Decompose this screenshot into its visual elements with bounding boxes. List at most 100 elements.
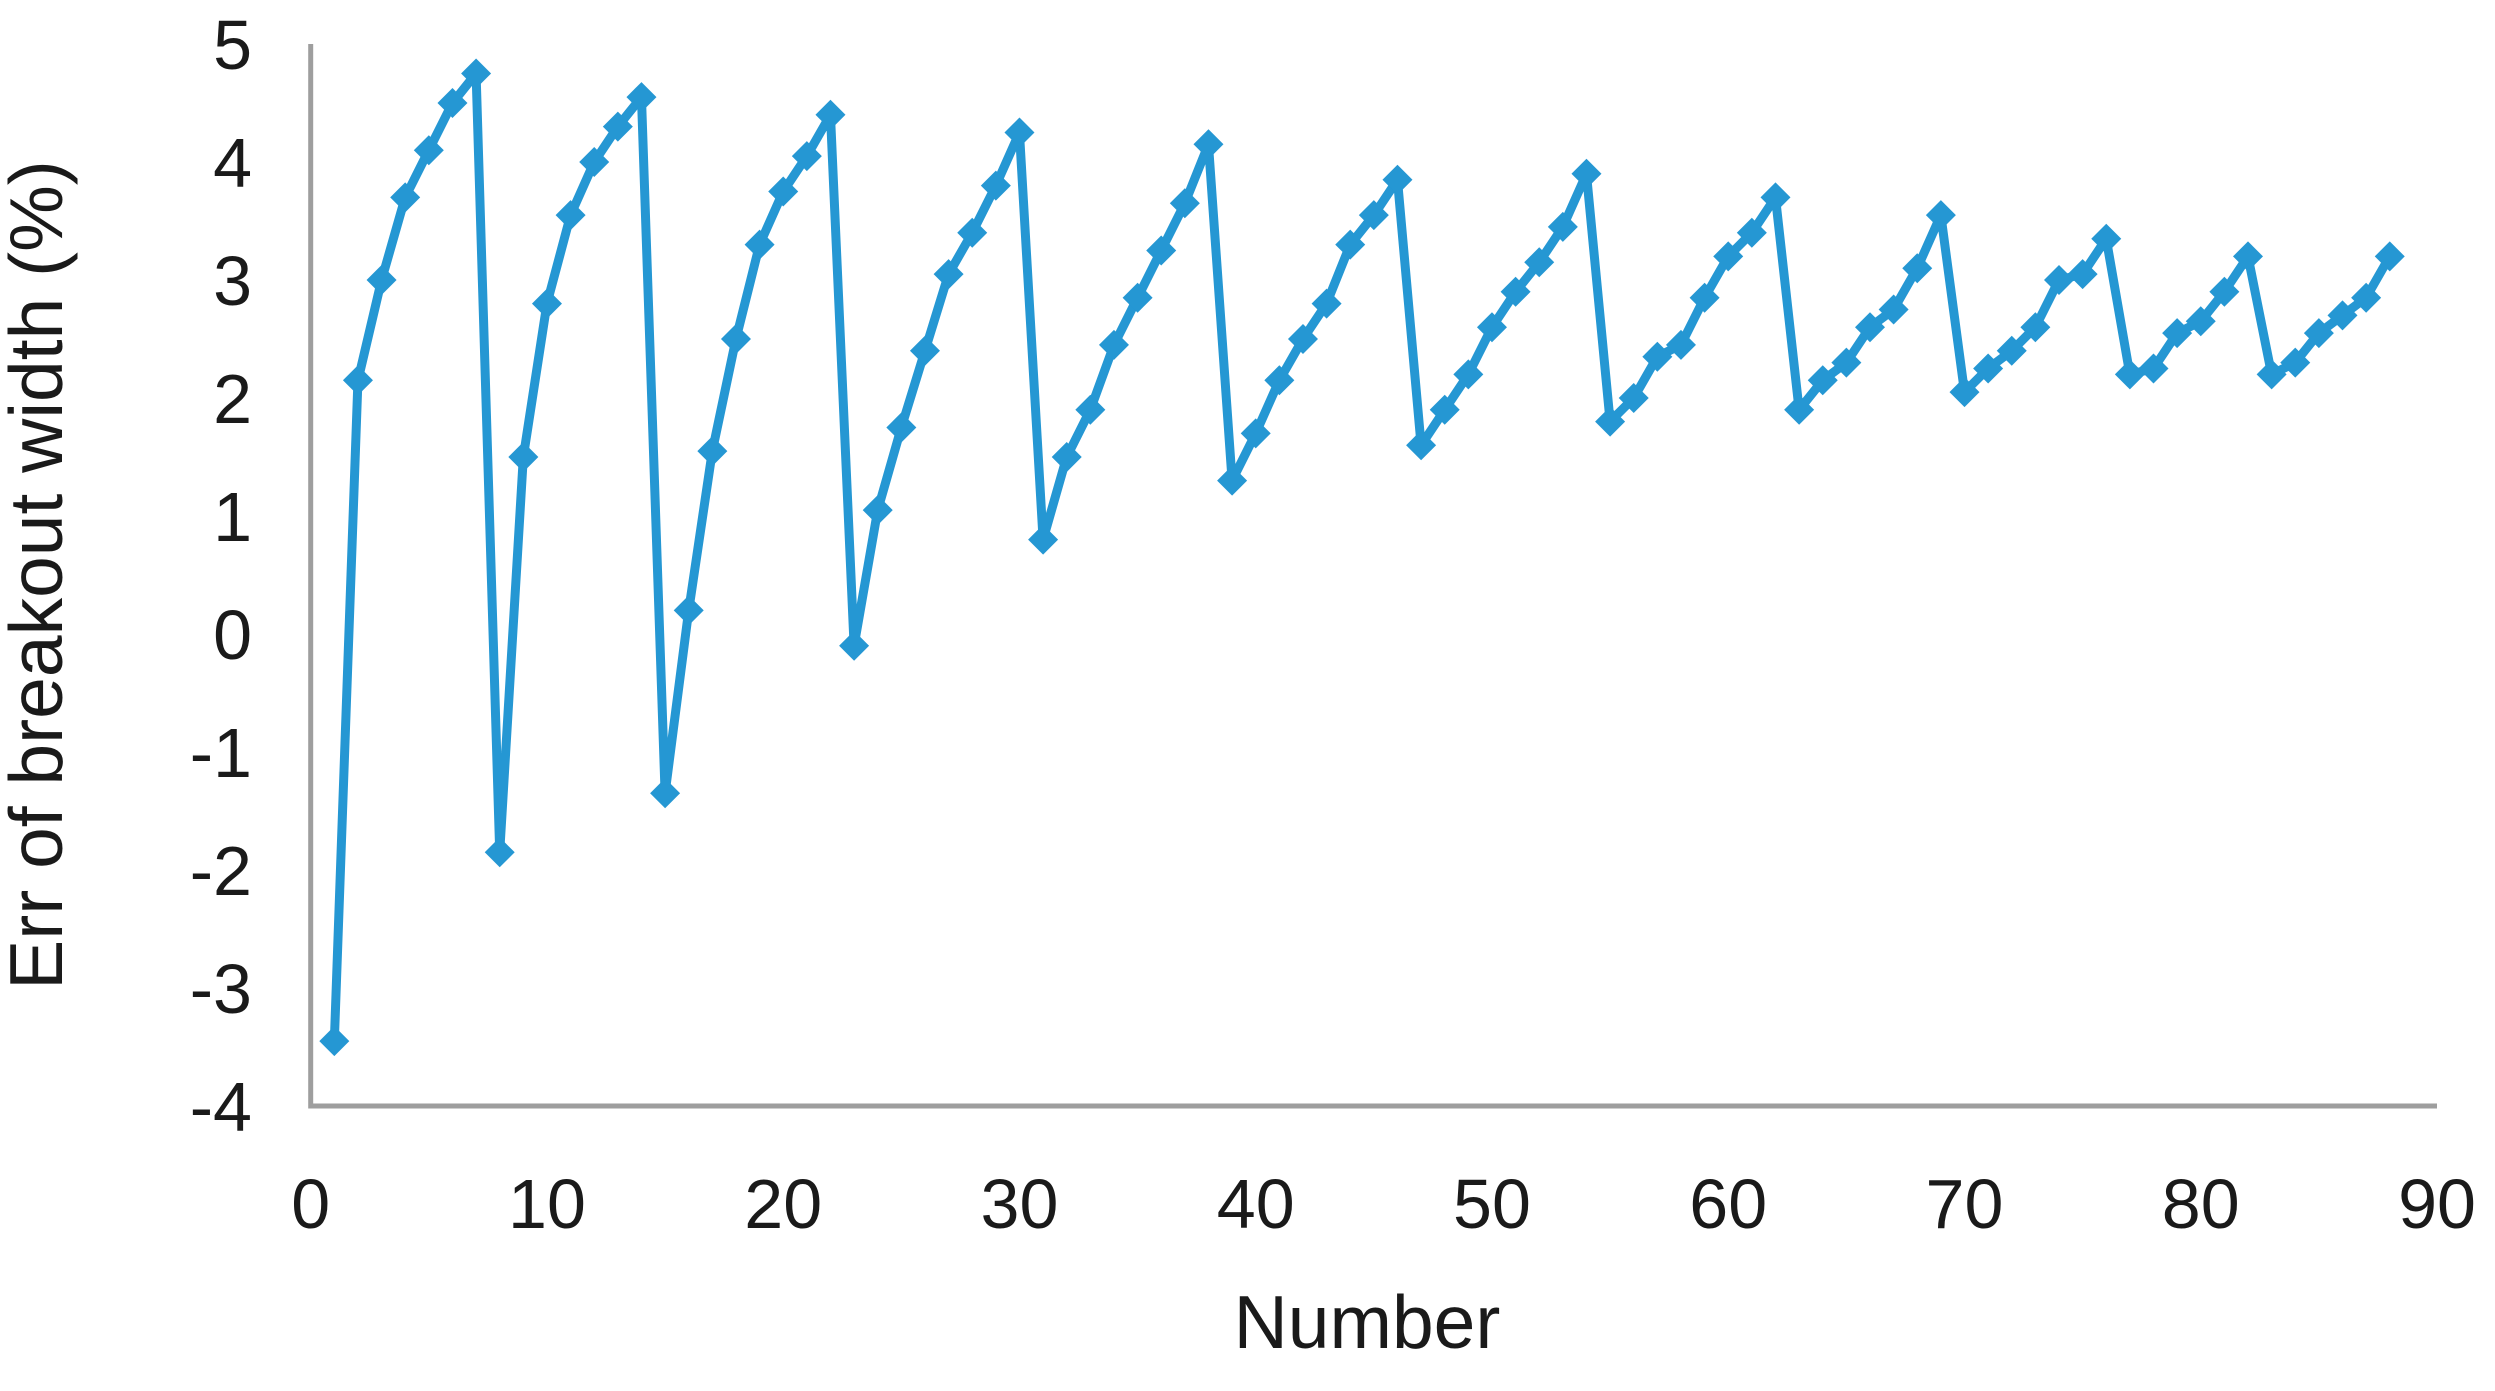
data-point-marker: [1311, 288, 1342, 319]
y-tick-label: -3: [190, 950, 252, 1028]
data-point-marker: [2020, 312, 2051, 343]
data-point-marker: [1878, 294, 1909, 325]
data-point-marker: [1406, 430, 1437, 461]
data-point-marker: [933, 259, 964, 290]
data-point-marker: [1028, 524, 1059, 555]
data-point-marker: [1760, 182, 1791, 213]
data-point-marker: [673, 595, 704, 626]
data-point-marker: [2351, 282, 2382, 313]
data-point-marker: [1996, 335, 2027, 366]
x-tick-label: 90: [2398, 1165, 2476, 1243]
data-point-marker: [1736, 217, 1767, 248]
y-axis-title: Err of breakout width (%): [0, 160, 78, 989]
data-point-marker: [413, 135, 444, 166]
data-point-marker: [791, 141, 822, 172]
series-line: [329, 69, 2395, 1046]
y-tick-label: -1: [190, 714, 252, 792]
data-point-marker: [839, 630, 870, 661]
data-point-marker: [1004, 117, 1035, 148]
data-point-marker: [886, 412, 917, 443]
data-point-marker: [437, 88, 468, 118]
x-tick-label: 40: [1217, 1165, 1295, 1243]
data-point-marker: [1524, 247, 1555, 278]
data-point-marker: [626, 82, 657, 113]
x-tick-label: 10: [508, 1165, 586, 1243]
x-tick-label: 20: [744, 1165, 822, 1243]
data-point-marker: [1665, 329, 1696, 360]
data-point-marker: [2114, 359, 2145, 390]
data-point-marker: [1595, 406, 1626, 437]
data-point-marker: [366, 265, 397, 295]
data-point-marker: [1264, 365, 1295, 396]
x-tick-label: 50: [1453, 1165, 1531, 1243]
data-point-marker: [2091, 223, 2122, 254]
data-point-marker: [1476, 312, 1507, 343]
data-point-marker: [2303, 318, 2334, 349]
y-tick-label: -4: [190, 1068, 252, 1146]
data-point-marker: [1831, 347, 1862, 378]
data-point-marker: [862, 495, 893, 526]
data-point-marker: [909, 335, 940, 366]
data-point-marker: [1453, 359, 1484, 390]
data-point-marker: [2138, 353, 2169, 384]
data-point-marker: [1075, 394, 1106, 425]
data-point-marker: [1382, 164, 1413, 195]
data-point-marker: [2232, 241, 2263, 272]
data-point-marker: [1193, 129, 1224, 160]
data-point-marker: [1287, 324, 1318, 354]
data-point-marker: [650, 778, 681, 809]
y-tick-label: 1: [213, 478, 252, 556]
data-point-marker: [484, 837, 515, 868]
data-point-marker: [980, 170, 1011, 201]
data-point-marker: [2067, 259, 2098, 290]
data-point-marker: [1098, 329, 1129, 360]
data-point-marker: [1122, 282, 1153, 313]
axis-lines: [308, 44, 2437, 1109]
data-point-marker: [744, 229, 775, 260]
y-tick-label: 4: [213, 124, 252, 202]
x-tick-label: 60: [1689, 1165, 1767, 1243]
data-point-marker: [1925, 200, 1956, 231]
data-point-marker: [2209, 276, 2240, 307]
data-point-marker: [1807, 365, 1838, 396]
data-point-marker: [1240, 418, 1271, 449]
data-point-marker: [1949, 377, 1980, 408]
data-point-marker: [1500, 276, 1531, 307]
y-tick-label: 5: [213, 6, 252, 84]
axes-layer: [308, 44, 2437, 1109]
x-tick-label: 70: [1926, 1165, 2004, 1243]
y-tick-label: 0: [213, 596, 252, 674]
data-point-marker: [2185, 306, 2216, 337]
data-point-marker: [2043, 265, 2074, 295]
data-point-marker: [508, 442, 539, 472]
data-point-marker: [1051, 442, 1082, 472]
data-point-marker: [2162, 318, 2193, 349]
data-point-marker: [2374, 241, 2405, 272]
data-point-marker: [1689, 282, 1720, 313]
data-point-marker: [1146, 235, 1177, 266]
data-point-marker: [1571, 158, 1602, 189]
data-point-marker: [720, 324, 751, 354]
data-point-marker: [1713, 241, 1744, 272]
data-point-marker: [768, 176, 799, 207]
y-tick-label: -2: [190, 832, 252, 910]
data-point-marker: [1547, 211, 1578, 242]
data-point-marker: [1784, 394, 1815, 425]
data-point-marker: [1618, 383, 1649, 413]
data-point-marker: [2256, 359, 2287, 390]
data-point-marker: [1902, 253, 1933, 284]
data-point-marker: [461, 58, 492, 89]
data-point-marker: [579, 147, 610, 177]
data-point-marker: [957, 217, 988, 248]
data-point-marker: [1169, 188, 1200, 219]
data-point-marker: [342, 365, 373, 396]
data-point-marker: [555, 200, 586, 231]
data-point-marker: [1854, 312, 1885, 343]
data-point-marker: [319, 1026, 350, 1057]
y-tick-label: 2: [213, 360, 252, 438]
data-point-marker: [1335, 229, 1366, 260]
data-point-marker: [390, 182, 421, 213]
